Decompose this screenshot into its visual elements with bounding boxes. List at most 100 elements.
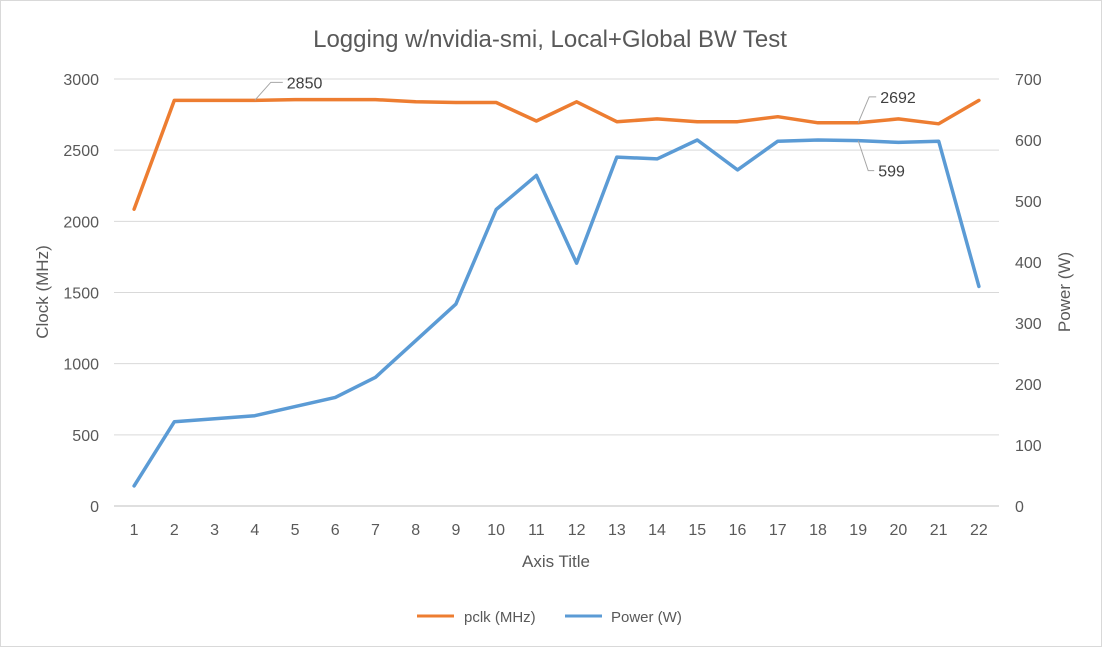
data-point	[454, 302, 458, 306]
left-axis-ticks: 0 500 1000 1500 2000 2500 3000	[63, 72, 99, 516]
data-point	[655, 157, 659, 161]
x-tick-label: 1	[130, 522, 139, 539]
leader-line	[857, 140, 875, 172]
data-label: 599	[857, 140, 905, 181]
data-point	[655, 117, 659, 121]
legend-item-power: Power (W)	[565, 609, 682, 626]
series-lines	[132, 97, 981, 488]
right-axis-ticks: 0 100 200 300 400 500 600 700	[1015, 72, 1042, 516]
data-point	[575, 100, 578, 103]
data-point	[977, 99, 981, 102]
left-tick-label: 2000	[63, 214, 99, 231]
data-point	[897, 141, 900, 144]
data-label-text: 2692	[880, 90, 916, 107]
x-tick-label: 10	[487, 522, 505, 539]
data-point	[776, 140, 779, 143]
x-tick-label: 13	[608, 522, 626, 539]
data-point	[736, 120, 739, 123]
gridlines	[114, 78, 999, 507]
right-tick-label: 0	[1015, 499, 1024, 516]
x-tick-label: 7	[371, 522, 380, 539]
data-point	[213, 417, 216, 420]
left-tick-label: 3000	[63, 72, 99, 89]
data-point	[736, 168, 739, 172]
left-axis-title: Clock (MHz)	[33, 245, 52, 339]
data-point	[977, 285, 981, 288]
series-line-power	[132, 138, 981, 488]
data-point	[374, 98, 377, 101]
chart-title: Logging w/nvidia-smi, Local+Global BW Te…	[313, 26, 787, 53]
series-line-pclk	[132, 97, 981, 211]
data-point	[374, 376, 377, 379]
x-tick-label: 17	[769, 522, 787, 539]
data-point	[132, 208, 136, 211]
right-tick-label: 200	[1015, 377, 1042, 394]
data-point	[293, 98, 297, 101]
x-tick-label: 5	[291, 522, 300, 539]
leader-line	[857, 96, 877, 124]
x-tick-label: 9	[451, 522, 460, 539]
right-tick-label: 600	[1015, 133, 1042, 150]
data-point	[615, 155, 619, 159]
legend-label-pclk: pclk (MHz)	[464, 609, 536, 626]
x-axis-title: Axis Title	[522, 552, 590, 571]
left-tick-label: 500	[72, 428, 99, 445]
left-tick-label: 2500	[63, 143, 99, 160]
data-label: 2692	[857, 90, 916, 124]
data-point	[696, 138, 699, 142]
x-tick-label: 21	[930, 522, 948, 539]
data-point	[535, 174, 538, 177]
x-tick-label: 8	[411, 522, 420, 539]
x-tick-label: 4	[250, 522, 259, 539]
data-point	[937, 140, 940, 143]
x-tick-label: 20	[890, 522, 908, 539]
right-axis-title: Power (W)	[1055, 252, 1074, 332]
data-labels: 2850 2692 599	[254, 75, 916, 181]
data-point	[213, 99, 216, 102]
data-point	[293, 405, 297, 408]
x-tick-label: 14	[648, 522, 666, 539]
x-tick-label: 22	[970, 522, 988, 539]
data-point	[776, 115, 779, 118]
data-point	[334, 98, 337, 101]
data-point	[253, 414, 256, 417]
x-tick-label: 6	[331, 522, 340, 539]
x-tick-label: 3	[210, 522, 219, 539]
data-point	[575, 262, 578, 265]
data-point	[897, 117, 900, 121]
data-point	[334, 396, 337, 399]
right-tick-label: 300	[1015, 316, 1042, 333]
legend-label-power: Power (W)	[611, 609, 682, 626]
data-point	[816, 121, 820, 125]
left-tick-label: 1000	[63, 357, 99, 374]
data-point	[494, 208, 498, 211]
left-tick-label: 0	[90, 499, 99, 516]
legend: pclk (MHz) Power (W)	[417, 609, 682, 626]
x-tick-label: 19	[849, 522, 867, 539]
right-tick-label: 700	[1015, 72, 1042, 89]
data-point	[414, 339, 417, 342]
data-point	[494, 101, 498, 104]
x-axis-ticks: 1 2 3 4 5 6 7 8 9 10 11 12 13 14 15 16 17 18 19 20 21 22	[130, 522, 988, 539]
data-point	[173, 99, 176, 102]
data-point	[816, 138, 820, 142]
x-tick-label: 11	[528, 522, 545, 539]
x-tick-label: 15	[688, 522, 706, 539]
data-point	[173, 420, 176, 424]
right-tick-label: 500	[1015, 194, 1042, 211]
data-label-text: 2850	[287, 75, 323, 92]
left-tick-label: 1500	[63, 286, 99, 303]
data-label-text: 599	[878, 164, 905, 181]
leader-line	[254, 81, 283, 101]
data-label: 2850	[254, 75, 323, 101]
data-point	[454, 101, 458, 104]
data-point	[696, 120, 699, 123]
legend-item-pclk: pclk (MHz)	[417, 609, 536, 626]
data-point	[615, 120, 619, 123]
data-point	[414, 100, 417, 103]
data-point	[132, 484, 136, 488]
x-tick-label: 12	[568, 522, 586, 539]
right-tick-label: 400	[1015, 255, 1042, 272]
